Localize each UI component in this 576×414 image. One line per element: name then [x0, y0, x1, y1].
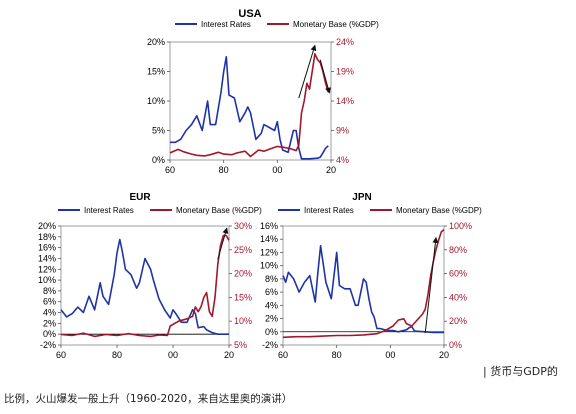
chart-title: JPN — [352, 192, 371, 203]
left-tick-label: 8% — [43, 286, 56, 296]
x-tick-label: 00 — [272, 165, 282, 175]
right-tick-label: 100% — [449, 221, 472, 231]
annotation-arrow — [319, 59, 331, 94]
legend-label-1: Monetary Base (%GDP) — [396, 206, 482, 215]
series-line-monetary-base — [282, 228, 445, 339]
right-tick-label: 20% — [449, 316, 467, 326]
right-tick-label: 60% — [449, 269, 467, 279]
x-tick-label: 80 — [112, 350, 122, 360]
right-tick-label: 20% — [234, 269, 252, 279]
plot-area — [60, 225, 230, 346]
left-tick-label: 4% — [265, 300, 278, 310]
left-tick-label: 2% — [43, 318, 56, 328]
x-tick-label: 20 — [224, 350, 234, 360]
left-tick-label: 14% — [38, 253, 56, 263]
legend: Interest Rates Monetary Base (%GDP) — [278, 206, 482, 215]
x-tick-label: 60 — [165, 165, 175, 175]
right-tick-label: 40% — [449, 292, 467, 302]
x-tick-label: 80 — [332, 350, 342, 360]
right-tick-label: 10% — [234, 316, 252, 326]
right-tick-label: 24% — [336, 37, 354, 47]
annotation-arrow — [298, 44, 317, 99]
left-tick-label: 10% — [147, 96, 165, 106]
legend-label-1: Monetary Base (%GDP) — [176, 206, 262, 215]
left-tick-label: 5% — [152, 126, 165, 136]
x-tick-label: 80 — [219, 165, 229, 175]
legend: Interest Rates Monetary Base (%GDP) — [175, 20, 379, 29]
legend-label-0: Interest Rates — [84, 206, 134, 215]
x-tick-label: 20 — [439, 350, 449, 360]
left-tick-label: 12% — [260, 247, 278, 257]
left-tick-label: 8% — [265, 274, 278, 284]
right-tick-label: 80% — [449, 245, 467, 255]
chart-eur: EUR Interest Rates Monetary Base (%GDP) -2%… — [38, 192, 262, 360]
left-tick-label: -2% — [40, 340, 56, 350]
left-tick-label: 20% — [147, 37, 165, 47]
left-tick-label: 4% — [43, 308, 56, 318]
right-tick-label: 14% — [336, 96, 354, 106]
left-tick-label: 14% — [260, 234, 278, 244]
left-tick-label: 6% — [265, 287, 278, 297]
left-tick-label: 0% — [265, 327, 278, 337]
left-tick-label: 16% — [38, 243, 56, 253]
chart-title: USA — [238, 8, 261, 20]
left-tick-label: 10% — [260, 261, 278, 271]
legend: Interest Rates Monetary Base (%GDP) — [58, 206, 262, 215]
left-tick-label: 16% — [260, 221, 278, 231]
right-tick-label: 25% — [234, 245, 252, 255]
legend-label-1: Monetary Base (%GDP) — [293, 20, 379, 29]
plot-area — [169, 41, 332, 161]
legend-label-0: Interest Rates — [304, 206, 354, 215]
left-tick-label: 0% — [43, 329, 56, 339]
left-tick-label: 2% — [265, 314, 278, 324]
right-tick-label: 9% — [336, 126, 349, 136]
annotation-arrow — [424, 236, 439, 334]
left-tick-label: 20% — [38, 221, 56, 231]
left-tick-label: 18% — [38, 232, 56, 242]
annotation-arrow — [217, 227, 229, 260]
left-tick-label: 12% — [38, 264, 56, 274]
chart-jpn: JPN Interest Rates Monetary Base (%GDP) -2%… — [260, 192, 482, 360]
series-line-interest-rates — [170, 55, 329, 160]
series-line-interest-rates — [60, 238, 229, 336]
chart-title: EUR — [129, 192, 151, 203]
left-tick-label: 0% — [152, 155, 165, 165]
legend-label-0: Interest Rates — [201, 20, 251, 29]
x-tick-label: 60 — [56, 350, 66, 360]
caption-right: | 货币与GDP的 — [483, 365, 558, 378]
x-tick-label: 60 — [278, 350, 288, 360]
left-tick-label: 10% — [38, 275, 56, 285]
plot-area — [282, 225, 445, 346]
right-tick-label: 0% — [449, 340, 462, 350]
x-tick-label: 00 — [385, 350, 395, 360]
caption-bottom: 比例，火山爆发一般上升（1960-2020，来自达里奥的演讲） — [4, 393, 293, 405]
left-tick-label: 6% — [43, 297, 56, 307]
right-tick-label: 5% — [234, 340, 247, 350]
x-tick-label: 00 — [168, 350, 178, 360]
right-tick-label: 19% — [336, 67, 354, 77]
right-tick-label: 15% — [234, 292, 252, 302]
series-line-interest-rates — [282, 245, 444, 334]
left-tick-label: -2% — [262, 340, 278, 350]
left-tick-label: 15% — [147, 67, 165, 77]
x-tick-label: 20 — [326, 165, 336, 175]
series-line-monetary-base — [169, 52, 330, 158]
series-line-monetary-base — [60, 234, 230, 338]
right-tick-label: 4% — [336, 155, 349, 165]
right-tick-label: 30% — [234, 221, 252, 231]
